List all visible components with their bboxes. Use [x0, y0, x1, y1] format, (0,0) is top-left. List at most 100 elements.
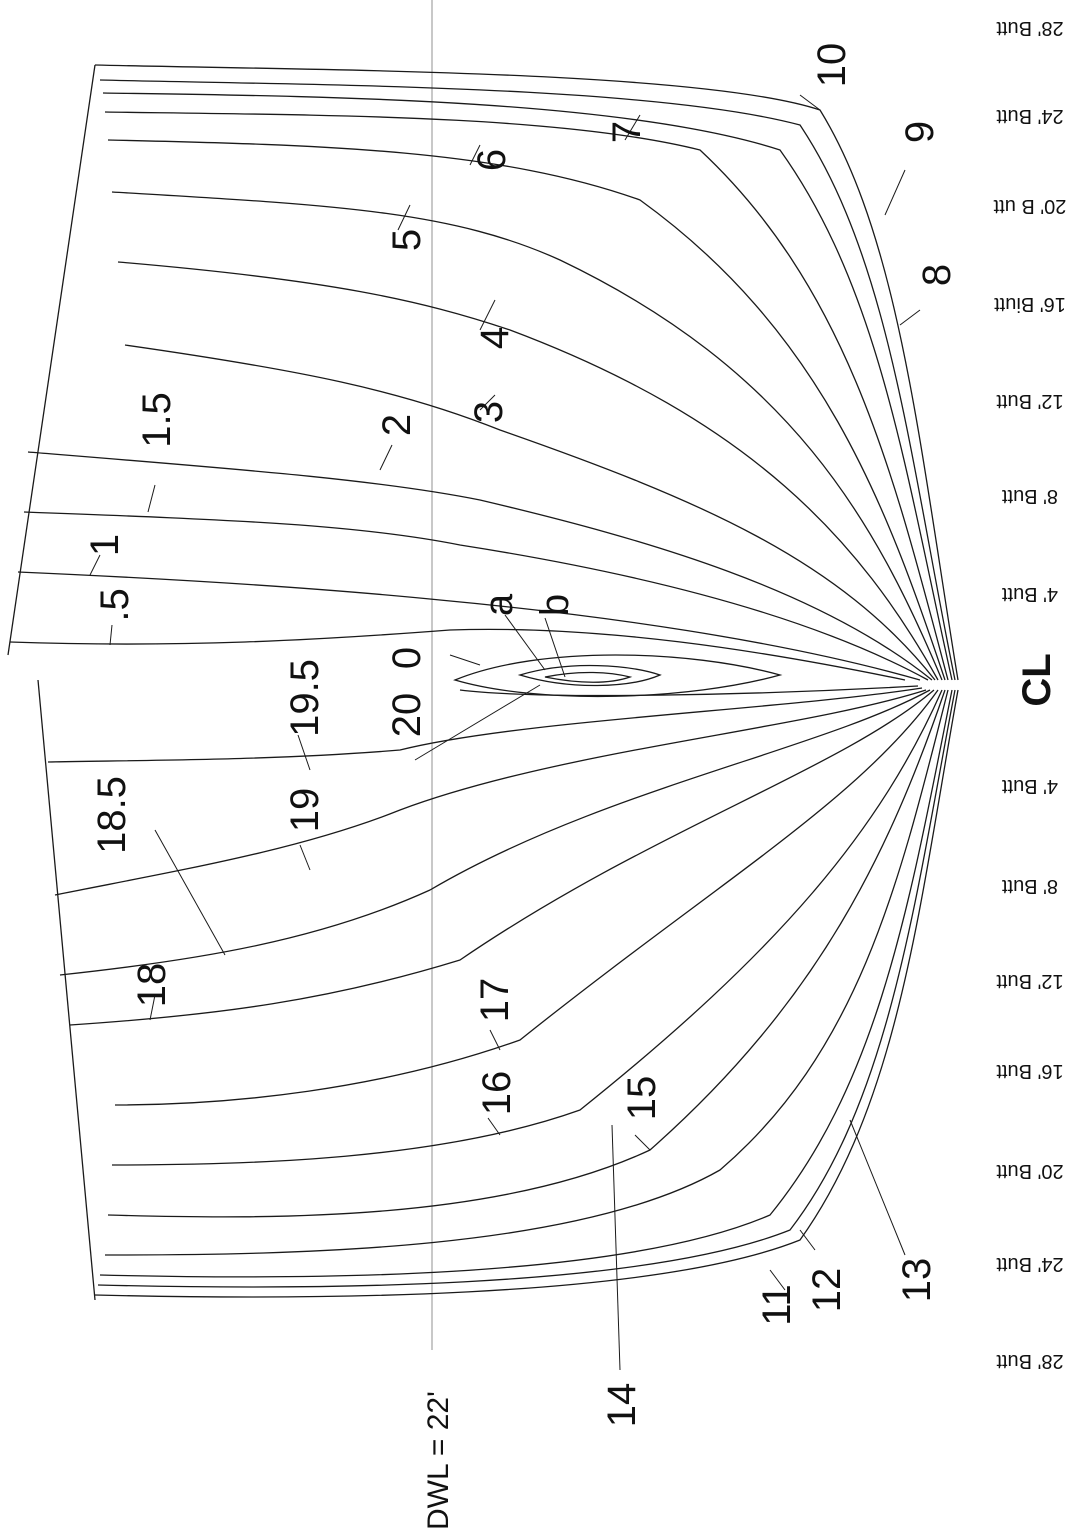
station-10	[94, 64, 959, 681]
centerline-label: CL	[1015, 653, 1059, 706]
station-6	[107, 139, 946, 681]
leader-9	[884, 169, 906, 216]
station-14	[104, 689, 949, 1256]
station-a	[517, 664, 662, 687]
leader-20	[414, 684, 541, 761]
butt-label-12-aft: 12' Butt	[996, 970, 1064, 992]
leader-1.5	[147, 484, 156, 513]
waterline-label: DWL = 22'	[422, 1391, 455, 1530]
label-station-6: 6	[470, 149, 514, 171]
leader-lines	[89, 94, 921, 1371]
label-station-10: 10	[810, 43, 854, 88]
butt-label-24-fwd: 24' Butt	[996, 105, 1064, 127]
station-0	[453, 654, 783, 698]
label-station-15: 15	[620, 1076, 664, 1121]
leader-17	[489, 1029, 501, 1051]
label-station-2: 2	[375, 414, 419, 436]
aft-stations	[47, 685, 959, 1298]
butt-label-4-aft: 4' Butt	[1002, 775, 1059, 797]
leader-19	[299, 844, 311, 871]
forward-station-labels: 10 9 8 7 6 5 4 3 2 1.5 1 .5 0 a b	[83, 43, 959, 669]
station-7	[104, 111, 949, 681]
leader-7	[624, 114, 641, 141]
station-8	[102, 92, 953, 681]
leader-2	[379, 444, 393, 471]
leader-16	[487, 1117, 501, 1136]
leader-3	[479, 394, 496, 411]
butt-label-24-aft: 24' Butt	[996, 1253, 1064, 1275]
station-1.5	[23, 511, 929, 681]
butt-label-8-fwd: 8' Butt	[1002, 485, 1059, 507]
leader-b	[544, 617, 566, 678]
station-17	[114, 689, 939, 1106]
label-station-16: 16	[475, 1071, 519, 1116]
label-station-18: 18	[130, 963, 174, 1008]
aft-station-labels: 20 19.5 19 18.5 18 17 16 15 14 11 12 13	[90, 659, 939, 1427]
label-station-11: 11	[755, 1284, 799, 1326]
station-15	[107, 689, 946, 1218]
label-station-4: 4	[473, 327, 517, 349]
label-station-12: 12	[805, 1268, 849, 1313]
butt-label-28-fwd: 28' Butt	[996, 17, 1064, 39]
leader-18.5	[154, 829, 226, 956]
sheer-edge-forward	[7, 64, 96, 656]
label-station-20: 20	[385, 693, 429, 738]
leader-18	[149, 994, 156, 1021]
label-station-7: 7	[605, 121, 649, 143]
station-13	[99, 689, 953, 1278]
leader-1	[89, 554, 101, 576]
station-18.5	[59, 689, 931, 976]
label-station-18.5: 18.5	[90, 776, 134, 854]
station-9	[99, 79, 956, 681]
leader-10	[799, 94, 821, 111]
label-station-17: 17	[473, 978, 517, 1023]
butt-label-20-aft: 20' Butt	[996, 1160, 1064, 1182]
station-20	[459, 685, 919, 697]
station-.5	[9, 628, 906, 681]
label-station-a: a	[477, 593, 521, 616]
label-station-b: b	[533, 594, 577, 616]
butt-label-12-fwd: 12' Butt	[996, 390, 1064, 412]
station-19.5	[47, 687, 923, 763]
label-station-3: 3	[467, 401, 511, 423]
leader-12	[799, 1229, 816, 1251]
station-19	[54, 689, 927, 896]
butt-label-16-fwd: 16' Biutt	[994, 293, 1066, 315]
butt-label-28-aft: 28' Butt	[996, 1350, 1064, 1372]
station-1	[17, 571, 921, 681]
label-station-0: 0	[385, 647, 429, 669]
leader-5	[397, 204, 411, 231]
station-16	[111, 689, 943, 1166]
sheer-edge-aft	[37, 679, 96, 1301]
label-station-1.5: 1.5	[135, 392, 179, 448]
leader-14	[611, 1124, 621, 1371]
leader-.5	[109, 624, 113, 646]
leader-a	[504, 614, 546, 671]
station-3	[124, 344, 936, 681]
label-station-13: 13	[895, 1258, 939, 1303]
label-station-5: 5	[385, 229, 429, 251]
station-b	[544, 671, 633, 683]
station-4	[117, 261, 939, 681]
station-18	[69, 689, 935, 1026]
leader-15	[634, 1134, 651, 1151]
station-12	[97, 689, 956, 1288]
butt-labels: 28' Butt 24' Butt 20' B utt 16' Biutt 12…	[993, 17, 1066, 1372]
butt-label-4-fwd: 4' Butt	[1002, 583, 1059, 605]
label-station-9: 9	[898, 121, 942, 143]
butt-label-20-fwd: 20' B utt	[993, 195, 1066, 217]
station-11	[94, 689, 959, 1298]
butt-label-16-aft: 16' Butt	[996, 1060, 1064, 1082]
station-5	[111, 191, 943, 681]
leader-19.5	[297, 734, 311, 771]
label-station-14: 14	[600, 1383, 644, 1428]
leader-4	[479, 299, 496, 331]
leader-0	[449, 654, 481, 666]
label-station-.5: .5	[93, 588, 137, 621]
station-2	[27, 451, 933, 681]
leader-6	[469, 144, 481, 166]
butt-label-8-aft: 8' Butt	[1002, 875, 1059, 897]
leader-13	[849, 1119, 906, 1256]
label-station-19.5: 19.5	[283, 659, 327, 737]
